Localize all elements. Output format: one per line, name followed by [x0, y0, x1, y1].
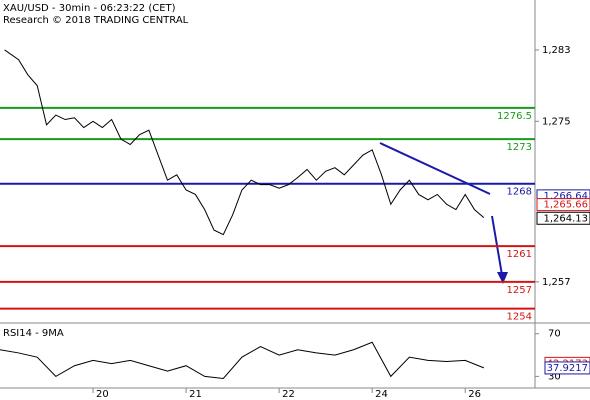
- price-marker-label: 1,265.66: [543, 200, 588, 211]
- rsi-tick-label: 70: [548, 329, 561, 340]
- y-tick-label: 1,257: [542, 277, 571, 288]
- price-marker: [536, 198, 590, 212]
- x-tick-label: 24: [375, 389, 388, 400]
- level-label: 1257: [507, 285, 532, 296]
- chart-subtitle: Research © 2018 TRADING CENTRAL: [3, 15, 189, 26]
- arrow-head: [497, 272, 508, 284]
- price-marker-label: 1,264.13: [543, 213, 588, 224]
- level-label: 1276.5: [497, 111, 532, 122]
- level-label: 1254: [507, 312, 532, 323]
- level-label: 1268: [507, 187, 532, 198]
- price-line: [4, 49, 485, 236]
- y-tick-label: 1,275: [542, 116, 571, 127]
- x-tick-label: 26: [468, 389, 481, 400]
- x-tick-label: 22: [282, 389, 295, 400]
- rsi-marker: [544, 361, 590, 375]
- trend-line: [379, 142, 491, 195]
- x-tick-label: 20: [96, 389, 109, 400]
- x-tick-label: 21: [189, 389, 202, 400]
- y-tick-label: 1,283: [542, 45, 571, 56]
- level-label: 1273: [507, 142, 532, 153]
- level-label: 1261: [507, 249, 532, 260]
- price-marker-label: 1,266.64: [543, 191, 588, 202]
- rsi-label: RSI14 - 9MA: [3, 328, 64, 339]
- chart-title: XAU/USD - 30min - 06:23:22 (CET): [3, 3, 176, 14]
- price-marker: [536, 211, 590, 225]
- rsi-marker-label: 37.9217: [547, 363, 588, 374]
- rsi-tick-label: 30: [548, 371, 561, 382]
- rsi-line: [0, 341, 485, 380]
